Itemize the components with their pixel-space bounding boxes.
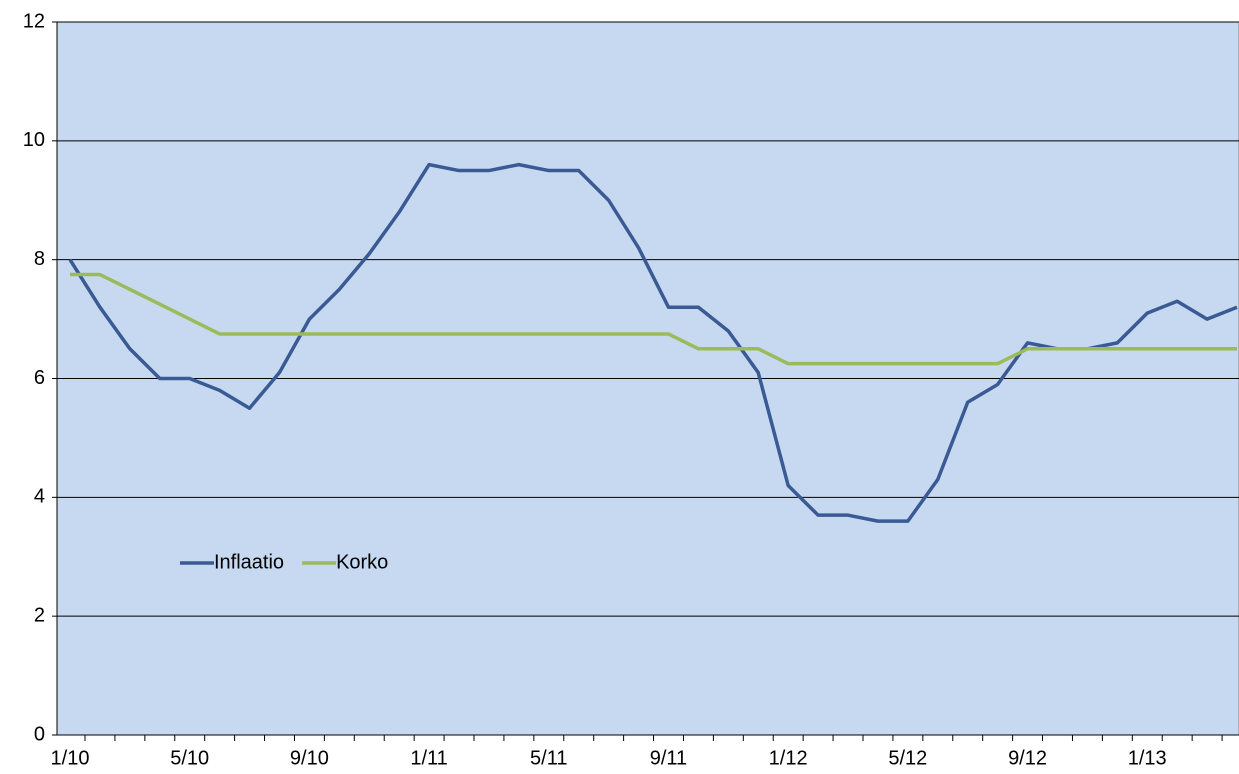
y-tick-label: 2 [34, 604, 45, 626]
legend-label: Korko [336, 551, 388, 573]
x-tick-label: 1/13 [1128, 747, 1167, 769]
y-tick-label: 6 [34, 367, 45, 389]
x-tick-label: 9/10 [290, 747, 329, 769]
x-tick-label: 5/11 [530, 747, 567, 769]
legend-label: Inflaatio [214, 551, 284, 573]
x-tick-label: 1/11 [410, 747, 447, 769]
x-tick-label: 1/12 [769, 747, 808, 769]
x-tick-label: 1/10 [51, 747, 90, 769]
y-tick-label: 12 [23, 10, 45, 32]
y-tick-label: 4 [34, 486, 45, 508]
line-series [68, 162, 1238, 523]
y-tick-label: 8 [34, 248, 45, 270]
x-tick-label: 9/11 [650, 747, 687, 769]
x-tick-label: 5/10 [170, 747, 209, 769]
x-tick-label: 5/12 [888, 747, 927, 769]
line-series [70, 272, 1237, 366]
y-tick-label: 0 [34, 723, 45, 745]
y-tick-label: 10 [23, 129, 45, 151]
x-tick-label: 9/12 [1008, 747, 1047, 769]
